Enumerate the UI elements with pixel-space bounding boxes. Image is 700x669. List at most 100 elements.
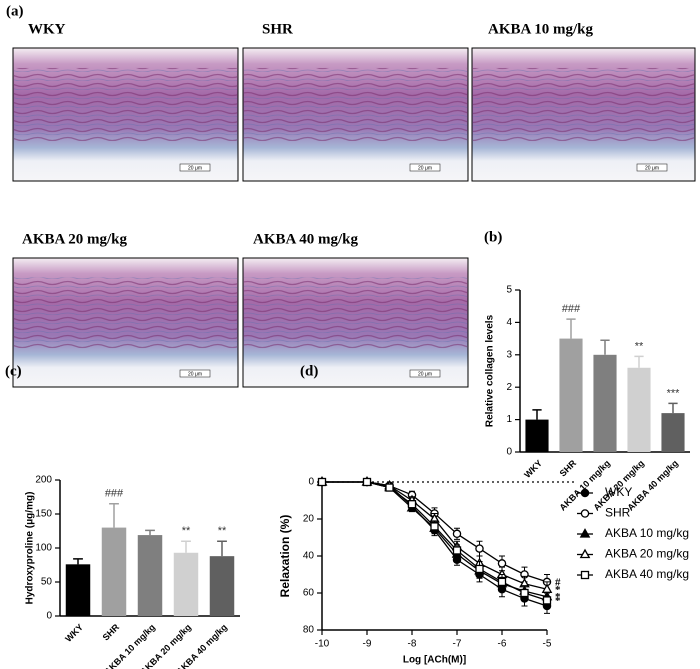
micrograph-fibers (244, 67, 467, 142)
y-tick-label: 20 (303, 514, 315, 525)
marker (362, 477, 372, 487)
legend-marker (580, 509, 590, 518)
y-axis-label: Relaxation (%) (278, 515, 292, 598)
legend-marker (579, 528, 591, 538)
micrograph-label: AKBA 20 mg/kg (22, 231, 128, 247)
scale-label: 20 μm (188, 165, 202, 171)
significance: * (555, 595, 561, 607)
y-tick-label: 200 (35, 475, 52, 486)
x-tick-label: WKY (522, 458, 544, 480)
micrograph-label: SHR (262, 21, 293, 37)
y-axis-label: Hydroxyproline (μg/mg) (25, 492, 36, 605)
x-tick-label: -7 (453, 639, 462, 650)
micrograph-label: AKBA 10 mg/kg (488, 21, 594, 37)
legend-marker (580, 488, 590, 498)
y-tick-label: 100 (35, 543, 52, 554)
y-tick-label: 150 (35, 509, 52, 520)
bar (661, 413, 685, 452)
micrograph-fibers (14, 67, 237, 142)
y-tick-label: 2 (506, 382, 512, 393)
panel-label: (b) (484, 229, 502, 245)
x-tick-label: -10 (315, 639, 330, 650)
x-tick-label: -9 (363, 639, 372, 650)
y-tick-label: 50 (41, 577, 53, 588)
x-tick-label: SHR (101, 622, 122, 643)
scale-label: 20 μm (418, 165, 432, 171)
scale-bar (409, 369, 441, 378)
micrograph-fibers (473, 67, 694, 142)
legend-marker (580, 570, 590, 580)
significance: ** (182, 525, 191, 537)
y-tick-label: 4 (506, 317, 512, 328)
marker (475, 564, 484, 574)
scale-bar (409, 163, 441, 172)
marker (407, 500, 417, 509)
bar (209, 556, 235, 616)
y-tick-label: 0 (46, 611, 52, 622)
bar (525, 419, 549, 452)
y-tick-label: 60 (303, 588, 315, 599)
x-tick-label: -6 (498, 639, 507, 650)
significance: *** (667, 387, 681, 399)
marker (452, 529, 462, 539)
error-bar (109, 503, 119, 528)
y-tick-label: 1 (506, 414, 512, 425)
error-bar (73, 558, 83, 565)
marker (542, 596, 552, 605)
scale-label: 20 μm (418, 371, 432, 377)
legend-label: AKBA 10 mg/kg (605, 526, 689, 540)
marker (475, 544, 484, 553)
panel-label: (a) (6, 3, 24, 19)
x-tick-label: -5 (543, 639, 552, 650)
legend-marker (579, 548, 591, 559)
marker (541, 583, 553, 593)
x-tick-label: WKY (63, 622, 85, 644)
legend-label: SHR (605, 506, 631, 520)
y-tick-label: 0 (308, 477, 314, 488)
marker (385, 483, 394, 492)
y-axis-label: Relative collagen levels (485, 314, 496, 427)
bar (559, 338, 583, 452)
error-bar (566, 318, 576, 339)
marker (497, 577, 507, 587)
scale-bar (636, 163, 668, 172)
scale-label: 20 μm (188, 371, 202, 377)
bar (593, 354, 617, 452)
scale-bar (179, 163, 211, 172)
micrograph-fibers (14, 277, 237, 349)
y-tick-label: 80 (303, 625, 315, 636)
y-tick-label: 0 (506, 447, 512, 458)
y-tick-label: 3 (506, 349, 512, 360)
panel-label: (d) (300, 363, 318, 379)
marker (452, 546, 462, 555)
significance: ### (105, 488, 124, 500)
x-axis-label: Log [ACh(M)] (403, 655, 466, 666)
error-bar (668, 402, 678, 414)
x-tick-label: SHR (558, 458, 579, 479)
series-line (322, 481, 548, 602)
bar (65, 564, 91, 616)
y-tick-label: 5 (506, 285, 512, 296)
marker (317, 477, 327, 487)
legend-label: WKY (605, 485, 632, 499)
error-bar (145, 529, 155, 536)
bar (173, 552, 199, 616)
y-tick-label: 40 (303, 551, 315, 562)
micrograph-fibers (244, 277, 467, 349)
significance: ### (562, 303, 581, 315)
error-bar (181, 540, 191, 553)
x-tick-label: -8 (408, 639, 417, 650)
error-bar (634, 355, 644, 368)
legend-label: AKBA 40 mg/kg (605, 567, 689, 581)
error-bar (532, 409, 542, 420)
significance: * (555, 584, 561, 596)
scale-label: 20 μm (645, 165, 659, 171)
error-bar (600, 339, 610, 355)
marker (430, 522, 439, 531)
marker (497, 559, 507, 568)
bar (137, 535, 163, 616)
bar (627, 367, 651, 452)
significance: * (555, 591, 561, 603)
legend-label: AKBA 20 mg/kg (605, 547, 689, 561)
